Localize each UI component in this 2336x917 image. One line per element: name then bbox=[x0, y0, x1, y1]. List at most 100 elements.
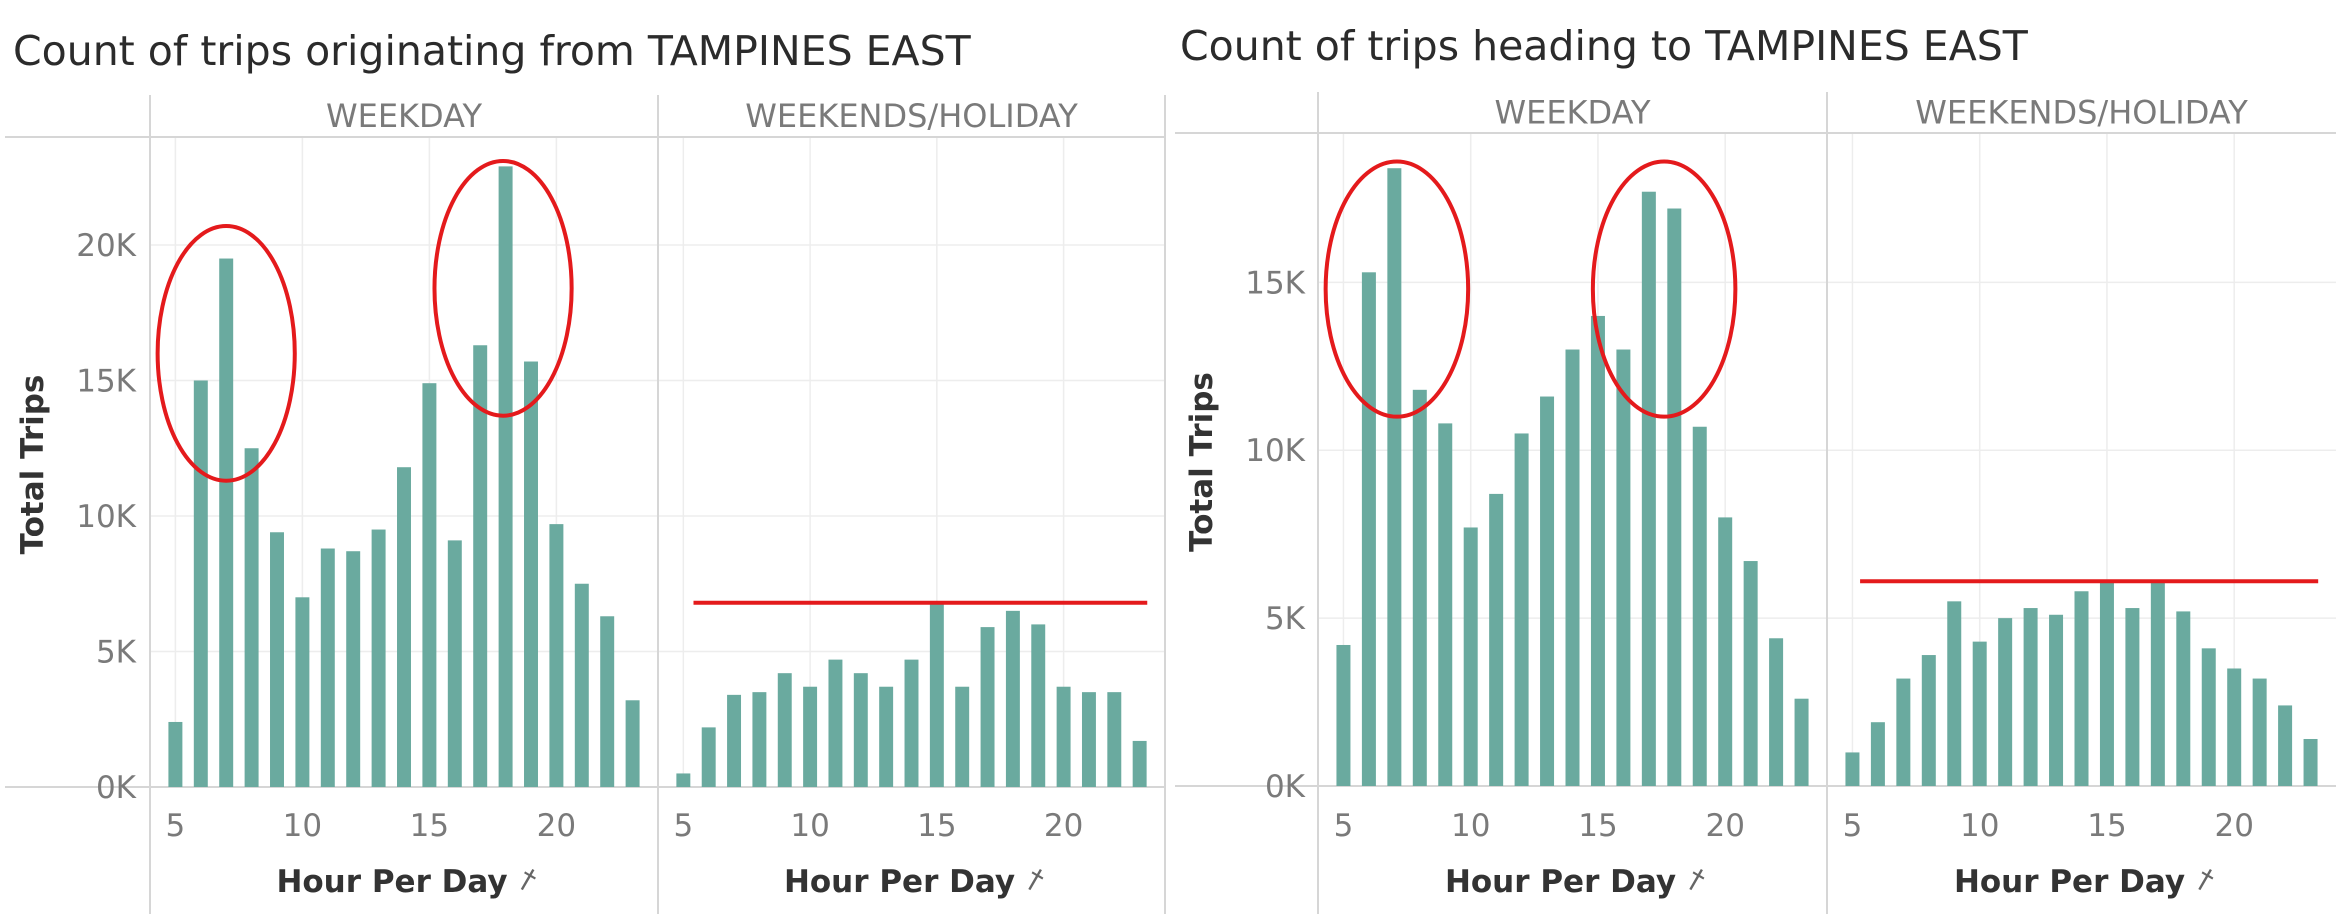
bar bbox=[2125, 608, 2140, 786]
bar bbox=[1387, 168, 1402, 786]
bar bbox=[1438, 423, 1453, 786]
x-tick-label: 20 bbox=[1705, 808, 1744, 844]
pin-icon: † bbox=[1021, 861, 1050, 897]
chart-title: Count of trips heading to TAMPINES EAST bbox=[1180, 22, 2029, 70]
grid bbox=[150, 137, 1165, 787]
highlight-ellipse bbox=[1590, 159, 1738, 419]
pin-icon: † bbox=[514, 861, 543, 897]
x-tick-label: 15 bbox=[917, 808, 956, 844]
bar bbox=[828, 659, 843, 787]
x-axis-label: Hour Per Day bbox=[1954, 864, 2185, 900]
bar bbox=[447, 540, 462, 787]
bar bbox=[549, 524, 564, 787]
bar bbox=[1031, 624, 1046, 787]
y-tick-label: 10K bbox=[1245, 433, 1305, 469]
y-tick-label: 5K bbox=[96, 634, 137, 670]
highlight-ellipse bbox=[1323, 159, 1471, 419]
bar bbox=[193, 380, 208, 787]
x-tick-label: 5 bbox=[673, 808, 693, 844]
bar bbox=[2227, 668, 2242, 786]
bar bbox=[904, 659, 919, 787]
y-axis-label: Total Trips bbox=[15, 375, 51, 555]
panel-frame bbox=[5, 95, 1166, 914]
chart-title: Count of trips originating from TAMPINES… bbox=[13, 27, 972, 75]
bar bbox=[2252, 678, 2267, 786]
bars bbox=[1336, 168, 2318, 787]
bar bbox=[955, 686, 970, 787]
highlight-ellipse bbox=[432, 158, 574, 418]
bar bbox=[244, 448, 259, 787]
bar bbox=[2150, 581, 2165, 786]
y-tick-label: 20K bbox=[76, 228, 136, 264]
bar bbox=[1641, 191, 1656, 786]
bar bbox=[1107, 692, 1122, 787]
bar bbox=[600, 616, 615, 787]
x-tick-label: 10 bbox=[283, 808, 322, 844]
pin-icon: † bbox=[2191, 861, 2220, 897]
bar bbox=[777, 673, 792, 787]
bar bbox=[524, 361, 538, 787]
x-tick-label: 10 bbox=[1960, 808, 1999, 844]
bar bbox=[752, 692, 767, 787]
bar bbox=[1743, 561, 1758, 786]
bar bbox=[2074, 591, 2089, 786]
bar bbox=[1514, 433, 1529, 786]
bar bbox=[2303, 738, 2318, 786]
bar bbox=[473, 345, 488, 787]
bar bbox=[1769, 638, 1784, 786]
bar bbox=[853, 673, 868, 787]
bar bbox=[219, 258, 234, 788]
x-tick-label: 20 bbox=[1044, 808, 1083, 844]
highlight-ellipse bbox=[155, 224, 297, 483]
x-tick-label: 10 bbox=[1451, 808, 1490, 844]
bar bbox=[422, 383, 437, 787]
bar bbox=[1998, 618, 2013, 786]
bar bbox=[1718, 517, 1733, 786]
panel-header: WEEKDAY bbox=[1494, 94, 1651, 132]
bar bbox=[1565, 349, 1580, 786]
x-tick-label: 20 bbox=[537, 808, 576, 844]
bar bbox=[1489, 493, 1504, 786]
annotations bbox=[155, 158, 1148, 605]
panel-header: WEEKENDS/HOLIDAY bbox=[1915, 94, 2248, 132]
bar bbox=[2099, 581, 2114, 786]
bar bbox=[397, 467, 411, 787]
bar bbox=[1336, 644, 1351, 786]
bar bbox=[2049, 614, 2064, 786]
bar bbox=[929, 602, 944, 787]
y-tick-label: 5K bbox=[1265, 601, 1306, 637]
y-axis-label: Total Trips bbox=[1184, 372, 1220, 552]
bar bbox=[676, 773, 691, 787]
bar bbox=[1870, 722, 1885, 786]
bar bbox=[1132, 740, 1147, 787]
annotations bbox=[1323, 159, 2319, 584]
bar bbox=[168, 721, 183, 787]
x-tick-label: 20 bbox=[2214, 808, 2253, 844]
bar bbox=[2278, 705, 2293, 786]
bar bbox=[1590, 315, 1605, 786]
x-axis-label: Hour Per Day bbox=[1445, 864, 1676, 900]
bar bbox=[1081, 692, 1096, 787]
bar bbox=[1056, 686, 1071, 787]
bar bbox=[980, 627, 995, 787]
bar bbox=[320, 548, 335, 787]
bar bbox=[1794, 698, 1809, 786]
bar bbox=[498, 166, 513, 788]
bar bbox=[1921, 655, 1936, 786]
panel-header: WEEKENDS/HOLIDAY bbox=[745, 97, 1078, 135]
panel-frame bbox=[1175, 92, 2336, 914]
y-tick-label: 15K bbox=[76, 363, 136, 399]
bar bbox=[1692, 426, 1707, 786]
y-tick-label: 10K bbox=[76, 499, 136, 535]
y-tick-label: 0K bbox=[1265, 769, 1306, 805]
bar bbox=[879, 686, 894, 787]
panel-header: WEEKDAY bbox=[326, 97, 483, 135]
x-tick-label: 5 bbox=[1334, 808, 1354, 844]
x-tick-label: 15 bbox=[410, 808, 449, 844]
bar bbox=[574, 583, 589, 787]
bar bbox=[701, 727, 716, 787]
bar bbox=[2201, 648, 2216, 786]
bar bbox=[1463, 527, 1478, 786]
bar bbox=[295, 597, 310, 787]
